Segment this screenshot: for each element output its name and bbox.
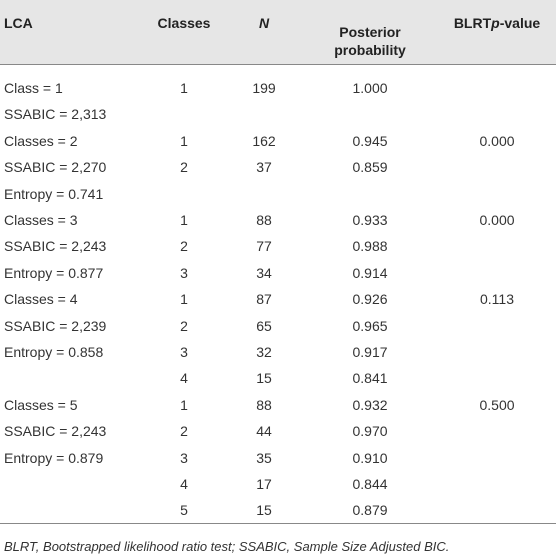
row-label: Classes = 4 xyxy=(4,291,78,308)
cell-value: 0.000 xyxy=(479,132,515,149)
row-label: SSABIC = 2,270 xyxy=(4,159,107,176)
cell-value: 1.000 xyxy=(352,80,388,96)
cell-value: 4 xyxy=(180,370,188,387)
cell-value: 35 xyxy=(256,449,272,466)
cell-value: 162 xyxy=(252,132,276,149)
cell-value: 0.917 xyxy=(352,344,388,360)
cell-value: 87 xyxy=(256,291,272,308)
cell-value: 17 xyxy=(256,476,272,492)
cell-value: 32 xyxy=(256,344,272,360)
cell-value: 0.914 xyxy=(352,264,388,281)
cell-value: 15 xyxy=(256,370,272,387)
header-cell: Posterior probability xyxy=(334,24,406,58)
row-label: Classes = 2 xyxy=(4,132,78,149)
header-background xyxy=(0,0,556,64)
row-label: Entropy = 0.879 xyxy=(4,449,104,466)
cell-value: 0.945 xyxy=(352,132,388,149)
header-text-part: BLRT xyxy=(453,15,492,31)
cell-value: 15 xyxy=(256,502,272,519)
cell-value: 4 xyxy=(180,476,188,492)
header-cell: N xyxy=(258,15,270,31)
header-cell: BLRTp-value xyxy=(454,14,540,32)
cell-value: 1 xyxy=(180,132,188,149)
cell-value: 1 xyxy=(180,291,188,308)
footnote: BLRT, Bootstrapped likelihood ratio test… xyxy=(4,539,450,554)
cell-value: 3 xyxy=(180,449,188,466)
cell-value: 3 xyxy=(180,344,188,360)
row-label: Classes = 5 xyxy=(4,396,78,413)
row-label: Class = 1 xyxy=(4,80,63,96)
cell-value: 0.859 xyxy=(352,159,388,176)
cell-value: 0.970 xyxy=(352,423,388,440)
cell-value: 0.841 xyxy=(352,370,388,387)
cell-value: 1 xyxy=(180,80,188,96)
cell-value: 0.926 xyxy=(352,291,388,308)
cell-value: 2 xyxy=(180,159,188,176)
cell-value: 77 xyxy=(256,238,272,255)
bottom-rule xyxy=(0,523,556,524)
cell-value: 0.988 xyxy=(352,238,388,255)
cell-value: 5 xyxy=(180,502,188,519)
cell-value: 0.000 xyxy=(479,212,515,228)
row-label: SSABIC = 2,239 xyxy=(4,317,107,334)
row-label: Entropy = 0.877 xyxy=(4,264,104,281)
cell-value: 1 xyxy=(180,212,188,228)
header-text-part: -value xyxy=(499,15,541,31)
cell-value: 34 xyxy=(256,264,272,281)
cell-value: 44 xyxy=(256,423,272,440)
row-label: Classes = 3 xyxy=(4,212,78,228)
cell-value: 199 xyxy=(252,80,276,96)
cell-value: 0.500 xyxy=(479,396,515,413)
cell-value: 2 xyxy=(180,423,188,440)
cell-value: 0.910 xyxy=(352,449,388,466)
row-label: SSABIC = 2,313 xyxy=(4,106,107,123)
cell-value: 1 xyxy=(180,396,188,413)
cell-value: 3 xyxy=(180,264,188,281)
cell-value: 0.933 xyxy=(352,212,388,228)
cell-value: 2 xyxy=(180,238,188,255)
header-rule xyxy=(0,64,556,65)
cell-value: 88 xyxy=(256,212,272,228)
header-text-part: p xyxy=(491,15,500,31)
header-cell: LCA xyxy=(4,15,33,31)
row-label: SSABIC = 2,243 xyxy=(4,238,107,255)
row-label: SSABIC = 2,243 xyxy=(4,423,107,440)
cell-value: 88 xyxy=(256,396,272,413)
header-cell: Classes xyxy=(157,15,211,31)
cell-value: 0.879 xyxy=(352,502,388,519)
cell-value: 0.113 xyxy=(480,291,514,308)
cell-value: 37 xyxy=(256,159,272,176)
cell-value: 0.965 xyxy=(352,317,388,334)
row-label: Entropy = 0.858 xyxy=(4,344,104,360)
cell-value: 2 xyxy=(180,317,188,334)
cell-value: 0.932 xyxy=(352,396,388,413)
row-label: Entropy = 0.741 xyxy=(4,185,104,202)
cell-value: 65 xyxy=(256,317,272,334)
cell-value: 0.844 xyxy=(352,476,388,492)
